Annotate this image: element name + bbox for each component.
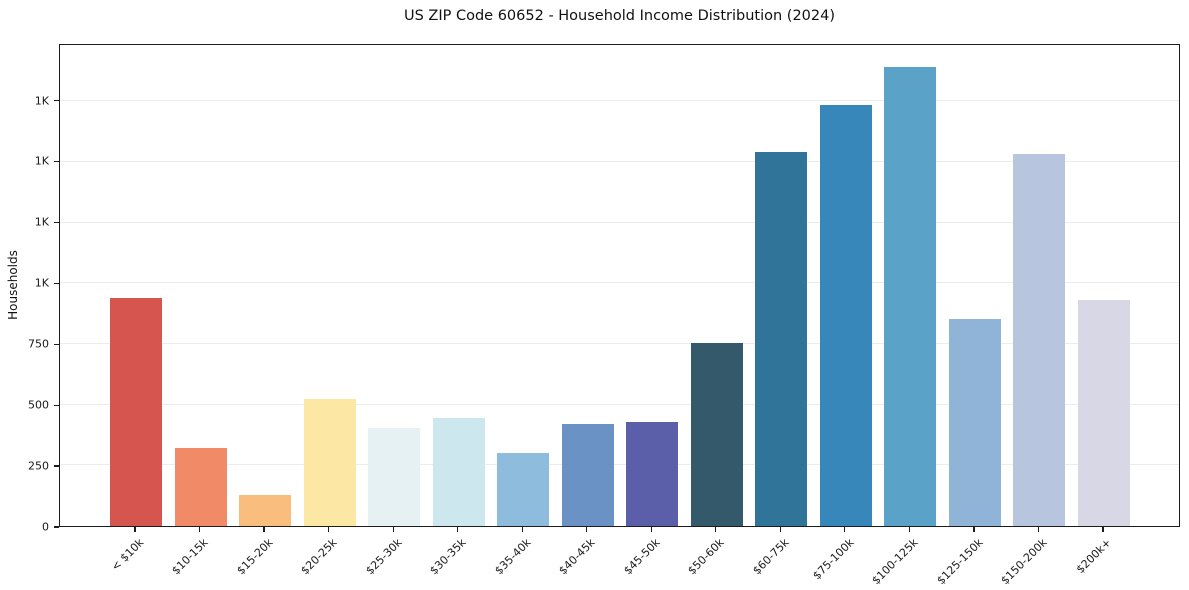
x-tick-mark (134, 527, 136, 532)
x-tick-mark (715, 527, 717, 532)
bar-125-150k (948, 318, 1001, 526)
y-tick-mark (54, 99, 59, 102)
y-tick-label: 500 (28, 398, 49, 412)
x-tick-mark (973, 527, 975, 532)
plot-area (59, 44, 1180, 527)
x-tick-label: $125-150k (933, 536, 986, 588)
x-tick-mark (908, 527, 910, 532)
bar-35-40k (497, 453, 550, 526)
x-tick-label: $50-60k (685, 536, 728, 578)
x-tick-label: $150-200k (998, 536, 1050, 588)
x-axis-ticks: < $10k $10-15k $15-20k $20-25k $25-30k $30-35… (59, 527, 1180, 590)
x-tick-label: $75-100k (809, 536, 857, 583)
x-tick-label: $45-50k (621, 536, 663, 578)
bar-20-25k (303, 399, 356, 526)
bar-30-35k (432, 418, 485, 526)
y-tick-mark (54, 343, 59, 345)
gridline (60, 100, 1179, 102)
gridline (60, 464, 1179, 466)
y-tick-label: 750 (28, 337, 49, 351)
bar-25-30k (368, 427, 421, 526)
bar-150-200k (1013, 153, 1066, 526)
bar-75-100k (819, 105, 872, 526)
gridline (60, 343, 1179, 344)
y-axis-ticks: 0 250 500 750 1K 1K 1K 1K (0, 44, 59, 534)
gridline (60, 403, 1179, 405)
bar-15-20k (239, 495, 292, 526)
y-tick-label: 0 (42, 520, 49, 534)
x-tick-mark (586, 527, 588, 532)
bar-200k (1078, 299, 1130, 526)
bar-100-125k (884, 67, 937, 526)
x-tick-mark (844, 527, 846, 532)
x-tick-label: $20-25k (298, 536, 340, 578)
bar-50-60k (690, 343, 743, 526)
y-tick-mark (54, 160, 59, 163)
gridline (60, 160, 1179, 162)
y-tick-mark (54, 465, 59, 467)
x-tick-label: $40-45k (556, 536, 598, 578)
y-tick-label: 1K (34, 276, 49, 290)
x-tick-label: $10-15k (169, 536, 211, 578)
x-tick-label: $200k+ (1074, 536, 1115, 577)
x-tick-label: < $10k (108, 536, 147, 574)
x-tick-mark (1102, 527, 1104, 532)
y-tick-label: 1K (34, 215, 49, 229)
bar-45-50k (626, 421, 679, 526)
y-tick-mark (54, 526, 59, 528)
gridline (60, 221, 1179, 223)
x-tick-mark (521, 527, 523, 532)
bar-60-75k (755, 152, 808, 526)
x-tick-mark (1037, 527, 1040, 532)
y-tick-label: 1K (34, 94, 49, 108)
y-tick-label: 250 (28, 459, 49, 473)
x-tick-label: $100-125k (869, 536, 921, 588)
x-tick-label: $25-30k (363, 536, 405, 578)
x-tick-mark (779, 527, 781, 532)
gridline (60, 282, 1179, 284)
x-tick-mark (457, 527, 459, 532)
x-tick-mark (263, 527, 265, 532)
y-tick-mark (54, 282, 59, 284)
chart-title: US ZIP Code 60652 - Household Income Dis… (403, 8, 836, 24)
bar-10-15k (174, 447, 227, 526)
x-tick-label: $60-75k (750, 536, 792, 578)
bar-10k (110, 298, 162, 526)
x-tick-mark (198, 527, 201, 532)
y-tick-label: 1K (34, 154, 49, 168)
x-tick-mark (328, 527, 330, 532)
x-tick-label: $35-40k (492, 536, 534, 578)
y-tick-mark (54, 221, 59, 223)
x-tick-label: $30-35k (427, 536, 469, 578)
x-tick-mark (392, 527, 394, 532)
x-tick-mark (650, 527, 652, 532)
x-tick-label: $15-20k (234, 536, 276, 578)
y-tick-mark (54, 404, 59, 406)
bar-40-45k (561, 424, 614, 526)
